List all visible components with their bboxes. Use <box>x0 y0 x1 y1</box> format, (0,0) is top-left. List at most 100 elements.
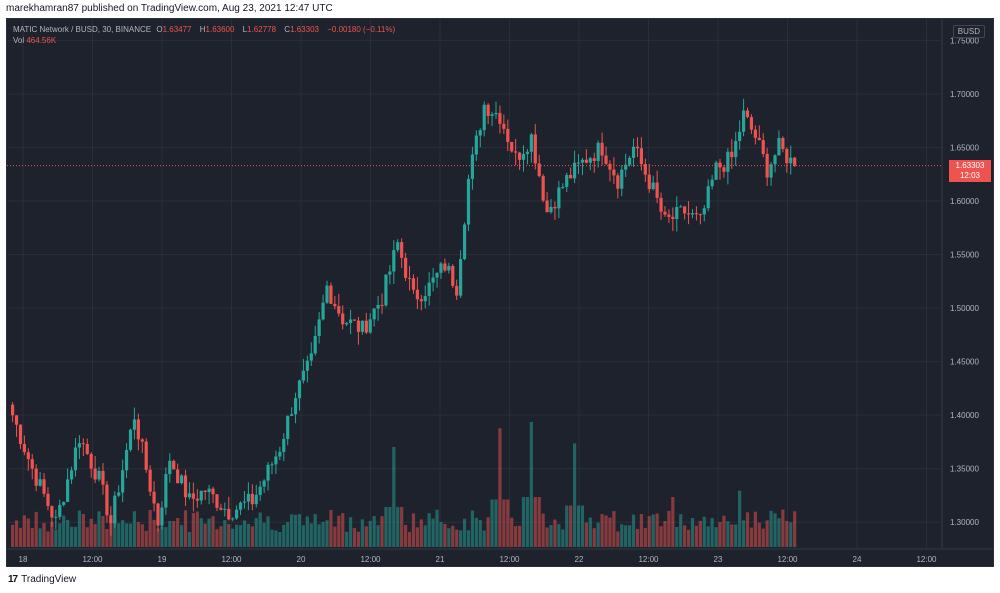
brand-name: TradingView <box>21 574 77 585</box>
volume-bar <box>195 511 199 547</box>
candle-body <box>66 479 70 502</box>
candle-body <box>569 175 573 179</box>
candle-body <box>651 182 655 190</box>
volume-bar <box>297 514 302 547</box>
volume-bar <box>639 514 643 547</box>
candle-body <box>293 398 298 415</box>
candle-body <box>337 306 341 314</box>
candle-body <box>341 313 345 325</box>
volume-bar <box>183 510 188 547</box>
candle-body <box>765 153 769 178</box>
volume-bar <box>498 428 502 547</box>
volume-bar <box>415 527 419 547</box>
candle-body <box>486 104 490 116</box>
volume-bar <box>62 515 66 547</box>
candle-body <box>686 213 691 215</box>
candle-body <box>266 464 270 481</box>
volume-bar <box>42 522 46 547</box>
candle-body <box>447 266 451 271</box>
chart-area[interactable]: 1.75000 1.70000 1.65000 1.60000 1.55000 1.500… <box>6 18 994 567</box>
time-axis-label: 20 <box>297 555 306 564</box>
volume-bar <box>38 528 42 547</box>
volume-bar <box>769 510 773 547</box>
candle-body <box>85 443 89 454</box>
candle-body <box>136 419 140 440</box>
candle-body <box>478 130 482 136</box>
volume-bar <box>628 525 632 547</box>
volume-bar <box>749 527 754 547</box>
volume-bar <box>738 490 742 547</box>
candle-body <box>199 490 203 501</box>
candle-body <box>250 493 254 505</box>
volume-bar <box>781 509 785 547</box>
volume-bar <box>341 513 345 547</box>
candle-body <box>392 250 396 272</box>
candle-body <box>38 479 42 486</box>
volume-bar <box>659 526 663 547</box>
volume-bar <box>675 527 679 547</box>
candle-body <box>431 277 435 283</box>
candle-body <box>128 429 133 450</box>
volume-bar <box>690 518 695 547</box>
candle-body <box>604 155 608 164</box>
candle-body <box>329 285 333 304</box>
candle-body <box>482 104 486 131</box>
candle-body <box>168 460 172 475</box>
candle-body <box>793 157 797 166</box>
candle-body <box>368 319 372 333</box>
candle-body <box>565 175 569 187</box>
volume-bar <box>258 512 262 547</box>
volume-bar <box>651 514 655 547</box>
volume-bar <box>337 515 341 547</box>
bar-countdown: 12:03 <box>959 170 981 180</box>
volume-bar <box>765 520 769 547</box>
candle-body <box>745 110 750 118</box>
candlestick-chart[interactable]: 1.75000 1.70000 1.65000 1.60000 1.55000 1.500… <box>7 19 994 567</box>
volume-bar <box>671 497 675 547</box>
candle-body <box>207 488 211 493</box>
volume-bar <box>549 525 553 547</box>
volume-bar <box>384 507 388 547</box>
candle-body <box>714 162 718 180</box>
candle-body <box>321 302 325 320</box>
ohlc-open: O1.63477 <box>156 25 192 34</box>
volume-bar <box>643 527 647 547</box>
candle-body <box>663 211 667 215</box>
tradingview-brand[interactable]: 17 TradingView <box>8 574 76 585</box>
volume-bar <box>427 513 431 547</box>
time-axis-label: 21 <box>436 555 445 564</box>
candle-body <box>439 263 443 273</box>
candle-body <box>730 151 734 158</box>
volume-bar <box>77 510 82 547</box>
volume-bar <box>494 499 498 547</box>
candle-body <box>231 518 235 520</box>
last-price: 1.63303 <box>955 160 985 170</box>
candle-body <box>274 456 278 465</box>
candle-body <box>246 493 250 502</box>
candle-body <box>352 319 357 321</box>
candle-body <box>761 140 765 154</box>
candle-body <box>710 179 714 187</box>
candle-body <box>541 176 545 201</box>
volume-bar <box>66 519 70 547</box>
volume-bar <box>506 499 510 547</box>
volume-bar <box>246 523 250 547</box>
volume-bar <box>667 510 671 547</box>
price-axis-label: 1.50000 <box>950 304 979 313</box>
volume-bar <box>777 518 781 547</box>
volume-bar <box>745 512 750 547</box>
volume-bar <box>262 522 266 547</box>
volume-bar <box>101 516 105 547</box>
candle-body <box>46 493 50 507</box>
currency-button[interactable]: BUSD <box>952 25 985 38</box>
volume-bar <box>121 520 125 547</box>
price-axis-label: 1.70000 <box>950 90 979 99</box>
candle-body <box>561 186 565 188</box>
volume-bar <box>278 531 282 547</box>
volume-bar <box>26 518 30 547</box>
time-axis-label: 12:00 <box>638 555 659 564</box>
volume-bar <box>282 524 286 547</box>
candle-body <box>726 151 730 172</box>
candle-body <box>14 415 19 425</box>
volume-bar <box>466 530 471 547</box>
